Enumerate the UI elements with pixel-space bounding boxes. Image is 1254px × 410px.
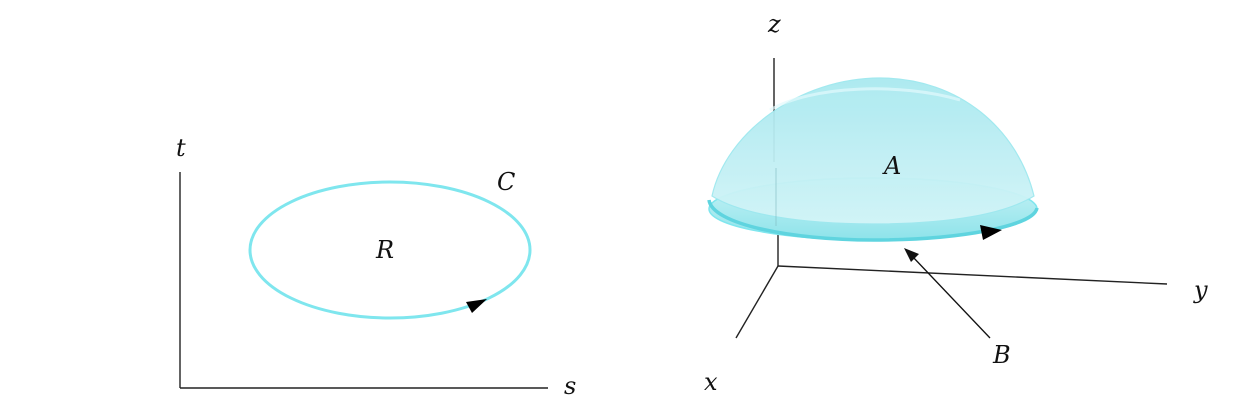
y-axis xyxy=(777,265,1168,285)
boundary-pointer-arrowhead xyxy=(904,248,919,262)
boundary-pointer-line xyxy=(911,255,991,339)
left-panel: t s C R xyxy=(176,134,576,400)
surface-a xyxy=(708,77,1038,241)
boundary-b-arrowhead xyxy=(980,225,1002,240)
y-axis-label: y xyxy=(1193,276,1208,304)
right-panel: z y x A B xyxy=(704,10,1208,396)
surface-a-label: A xyxy=(882,152,901,180)
curve-c-arrowhead xyxy=(466,299,487,313)
t-axis-label: t xyxy=(176,134,186,162)
curve-c-label: C xyxy=(497,168,515,196)
x-axis-label: x xyxy=(704,368,718,396)
s-axis-label: s xyxy=(564,372,576,400)
boundary-b-label: B xyxy=(992,341,1011,369)
x-axis xyxy=(735,265,779,339)
z-axis-label: z xyxy=(767,10,781,38)
curve-c xyxy=(248,180,532,320)
boundary-b xyxy=(707,199,1039,242)
region-r-label: R xyxy=(375,236,394,264)
